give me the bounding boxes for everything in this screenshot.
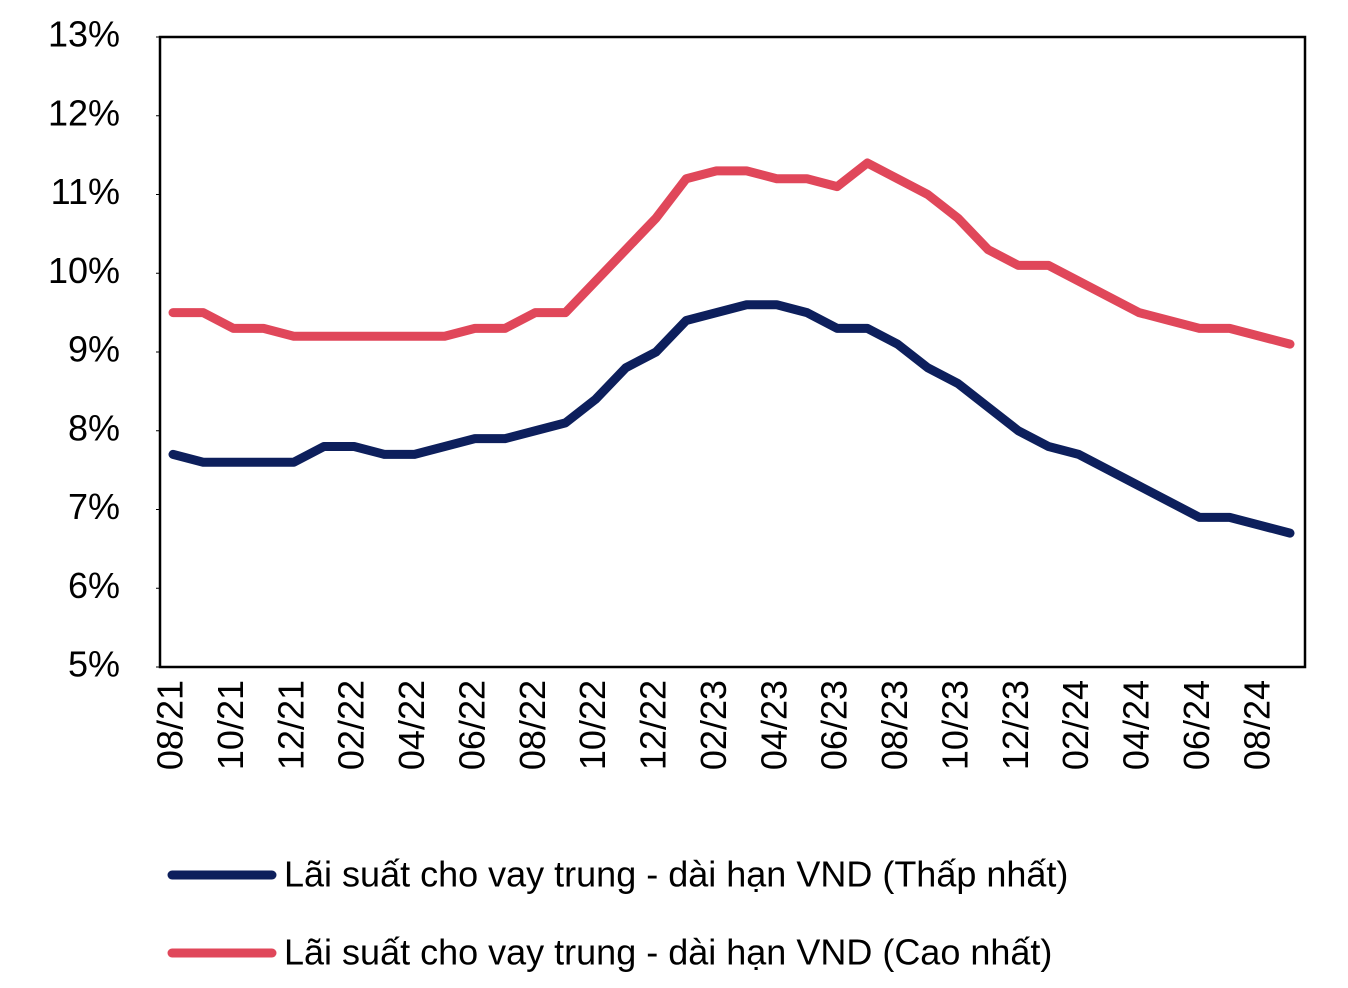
y-tick-label: 5% — [68, 644, 120, 685]
x-tick-label: 06/23 — [814, 680, 855, 770]
series-line — [168, 300, 1295, 538]
x-tick-label: 10/21 — [210, 680, 251, 770]
plot-frame — [158, 35, 1307, 669]
x-tick-label: 10/22 — [572, 680, 613, 770]
y-tick-label: 11% — [51, 171, 120, 212]
y-tick-label: 7% — [68, 486, 120, 527]
x-tick-label: 02/24 — [1055, 680, 1096, 770]
y-tick-label: 10% — [48, 250, 120, 291]
y-tick-label: 12% — [48, 92, 120, 133]
y-tick-label: 6% — [68, 565, 120, 606]
y-tick-label: 8% — [68, 407, 120, 448]
legend-label: Lãi suất cho vay trung - dài hạn VND (Ca… — [284, 932, 1052, 973]
x-tick-label: 08/24 — [1236, 680, 1277, 770]
legend-label: Lãi suất cho vay trung - dài hạn VND (Th… — [284, 854, 1068, 895]
x-tick-label: 10/23 — [934, 680, 975, 770]
x-tick-label: 08/21 — [150, 680, 191, 770]
x-tick-label: 04/24 — [1116, 680, 1157, 770]
x-tick-label: 12/23 — [995, 680, 1036, 770]
y-tick-label: 9% — [68, 329, 120, 370]
x-tick-label: 04/23 — [753, 680, 794, 770]
x-tick-label: 06/24 — [1176, 680, 1217, 770]
x-tick-label: 08/23 — [874, 680, 915, 770]
series-line — [168, 158, 1295, 349]
x-tick-label: 12/22 — [633, 680, 674, 770]
x-tick-label: 04/22 — [391, 680, 432, 770]
x-tick-label: 08/22 — [512, 680, 553, 770]
x-tick-label: 02/22 — [331, 680, 372, 770]
x-tick-label: 02/23 — [693, 680, 734, 770]
x-tick-label: 12/21 — [270, 680, 311, 770]
x-tick-label: 06/22 — [451, 680, 492, 770]
y-tick-label: 13% — [48, 14, 120, 55]
